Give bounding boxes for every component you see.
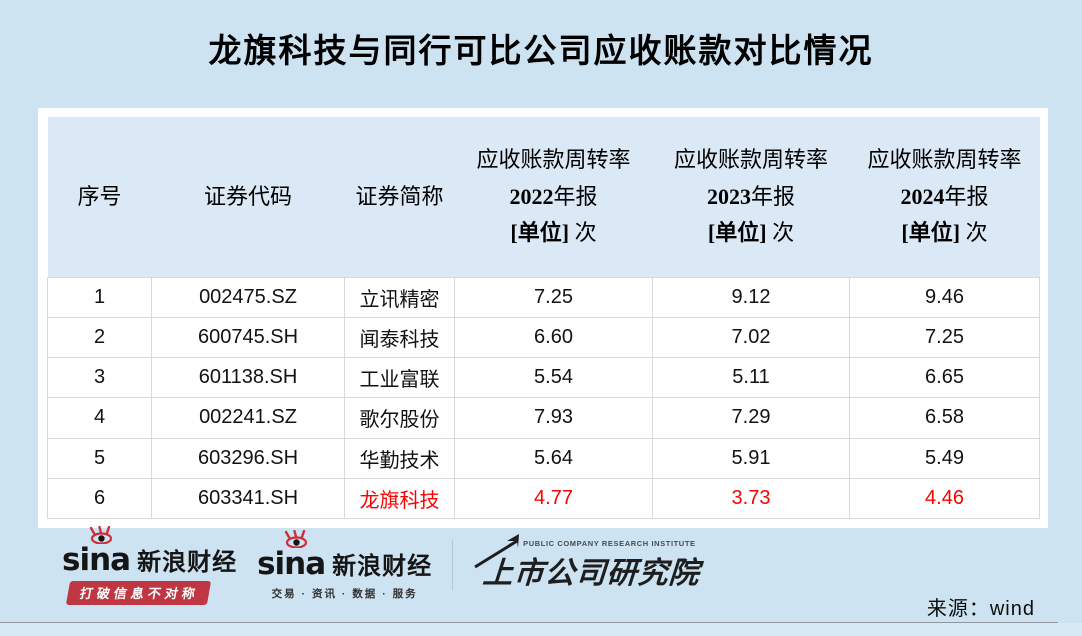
cell-2023: 9.12 (652, 276, 850, 318)
cell-2022: 4.77 (454, 477, 653, 520)
sina-finance-logo-primary: sina 新浪财经 打破信息不对称 (62, 525, 237, 605)
header-turnover-2024-year: 2024年报 (900, 183, 989, 209)
header-name: 证券简称 (344, 117, 455, 277)
header-no: 序号 (47, 117, 152, 277)
header-turnover-2022-unit: [单位] 次 (510, 219, 597, 245)
cell-code: 601138.SH (151, 356, 345, 399)
table-body: 1 002475.SZ 立讯精密 7.25 9.12 9.46 2 600745… (47, 276, 1040, 520)
cell-no: 6 (47, 477, 152, 520)
bottom-strip (0, 623, 1082, 636)
cell-no: 5 (47, 437, 152, 479)
cell-2022: 6.60 (454, 316, 653, 359)
sina-finance-logo-secondary: sina 新浪财经 交易 · 资讯 · 数据 · 服务 (257, 529, 432, 601)
table-row: 1 002475.SZ 立讯精密 7.25 9.12 9.46 (47, 276, 1040, 318)
research-institute-logo: PUBLIC COMPANY RESEARCH INSTITUTE 上市公司研究… (473, 533, 702, 592)
cell-name: 歌尔股份 (344, 397, 455, 439)
table-row: 2 600745.SH 闻泰科技 6.60 7.02 7.25 (47, 316, 1040, 359)
header-turnover-2022-title: 应收账款周转率 (476, 147, 631, 173)
cell-name: 立讯精密 (344, 276, 455, 318)
cell-code: 600745.SH (151, 316, 345, 359)
table-row-highlighted: 6 603341.SH 龙旗科技 4.77 3.73 4.46 (47, 477, 1040, 520)
cell-2022: 7.93 (454, 397, 653, 439)
cell-no: 1 (47, 276, 152, 318)
cell-2022: 7.25 (454, 276, 653, 318)
comparison-table: 序号 证券代码 证券简称 应收账款周转率 2022年报 [单位] 次 应收账款周… (47, 117, 1040, 520)
sina-slogan-ribbon: 打破信息不对称 (65, 580, 212, 605)
sina-services-text: 交易 · 资讯 · 数据 · 服务 (271, 587, 418, 600)
header-code: 证券代码 (151, 117, 345, 277)
header-turnover-2022: 应收账款周转率 2022年报 [单位] 次 (454, 117, 653, 277)
sina-wordmark: sina 新浪财经 (257, 546, 432, 582)
sina-finance-text: 新浪财经 (137, 548, 238, 576)
arrow-up-icon (474, 533, 520, 568)
table-row: 4 002241.SZ 歌尔股份 7.93 7.29 6.58 (47, 397, 1040, 439)
cell-code: 603341.SH (151, 477, 345, 520)
cell-2024: 5.49 (849, 437, 1040, 479)
cell-no: 2 (47, 316, 152, 359)
sina-eye-icon (89, 525, 113, 544)
table-header-row: 序号 证券代码 证券简称 应收账款周转率 2022年报 [单位] 次 应收账款周… (47, 117, 1040, 277)
cell-code: 002475.SZ (151, 276, 345, 318)
header-turnover-2024-unit: [单位] 次 (901, 219, 988, 245)
footer-logos: sina 新浪财经 打破信息不对称 sina 新浪财经 交易 · 资讯 · 数据… (62, 525, 702, 605)
page-title: 龙旗科技与同行可比公司应收账款对比情况 (208, 32, 874, 69)
cell-code: 002241.SZ (151, 397, 345, 439)
cell-code: 603296.SH (151, 437, 345, 479)
cell-2022: 5.54 (454, 356, 653, 399)
cell-2024: 6.58 (849, 397, 1040, 439)
header-turnover-2023: 应收账款周转率 2023年报 [单位] 次 (652, 117, 850, 277)
cell-name: 龙旗科技 (344, 477, 455, 520)
cell-name: 闻泰科技 (344, 316, 455, 359)
cell-2024: 4.46 (849, 477, 1040, 520)
institute-name: 上市公司研究院 (481, 556, 702, 590)
header-turnover-2023-title: 应收账款周转率 (673, 147, 828, 173)
source-label: 来源：wind (927, 592, 1035, 621)
sina-eye-icon (284, 529, 308, 548)
sina-wordmark: sina 新浪财经 (62, 542, 237, 578)
sina-brand-text: sina (257, 545, 326, 582)
source-value: wind (989, 598, 1035, 620)
sina-brand-text: sina (62, 541, 131, 578)
cell-2023: 5.11 (652, 356, 850, 399)
institute-subtitle: PUBLIC COMPANY RESEARCH INSTITUTE (523, 538, 696, 548)
sina-finance-text: 新浪财经 (332, 552, 433, 580)
table-row: 5 603296.SH 华勤技术 5.64 5.91 5.49 (47, 437, 1040, 479)
cell-2023: 7.29 (652, 397, 850, 439)
cell-2024: 7.25 (849, 316, 1040, 359)
table-card: 序号 证券代码 证券简称 应收账款周转率 2022年报 [单位] 次 应收账款周… (38, 108, 1048, 528)
header-turnover-2024: 应收账款周转率 2024年报 [单位] 次 (849, 117, 1040, 277)
header-turnover-2022-year: 2022年报 (509, 183, 598, 209)
cell-2023: 5.91 (652, 437, 850, 479)
cell-2023: 3.73 (652, 477, 850, 520)
table-row: 3 601138.SH 工业富联 5.54 5.11 6.65 (47, 356, 1040, 399)
header-turnover-2023-year: 2023年报 (706, 183, 795, 209)
bottom-divider (0, 622, 1058, 623)
logo-divider (452, 540, 454, 590)
header-turnover-2023-unit: [单位] 次 (707, 219, 795, 245)
cell-no: 4 (47, 397, 152, 439)
cell-name: 华勤技术 (344, 437, 455, 479)
cell-2024: 9.46 (849, 276, 1040, 318)
cell-2022: 5.64 (454, 437, 653, 479)
header-turnover-2024-title: 应收账款周转率 (867, 147, 1022, 173)
cell-2024: 6.65 (849, 356, 1040, 399)
cell-name: 工业富联 (344, 356, 455, 399)
cell-no: 3 (47, 356, 152, 399)
source-prefix: 来源： (926, 598, 990, 620)
cell-2023: 7.02 (652, 316, 850, 359)
